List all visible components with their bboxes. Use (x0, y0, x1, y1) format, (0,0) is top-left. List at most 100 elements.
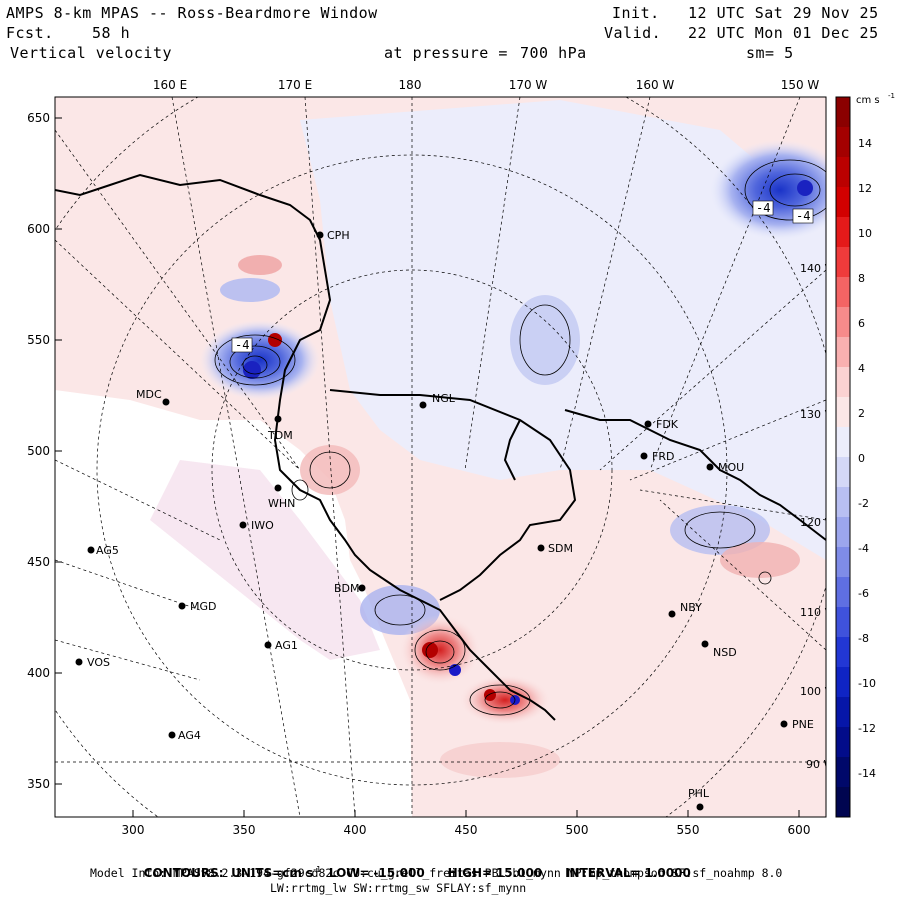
colorbar-swatch (836, 97, 850, 128)
field-descent-cell (220, 278, 280, 302)
smoothing-label: sm= 5 (746, 44, 794, 62)
svg-text:FDK: FDK (656, 418, 679, 431)
footer-contours: CONTOURS: UNITS=cm s-1 LOW= -15.000 HIGH… (136, 851, 691, 880)
colorbar-swatch (836, 517, 850, 548)
colorbar-swatch (836, 607, 850, 638)
colorbar-label: 4 (858, 362, 865, 375)
colorbar-label: 10 (858, 227, 872, 240)
colorbar-label: -10 (858, 677, 876, 690)
lon-label-right: 110 W (800, 606, 835, 619)
contours-low-label: LOW= (328, 866, 370, 880)
contour-label-group: -4 -4 -4 (231, 200, 814, 353)
colorbar-label: 12 (858, 182, 872, 195)
colorbar: cm s -1 14 12 10 8 6 4 2 0 -2 -4 -6 -8 -… (835, 92, 895, 818)
y-axis: 650 600 550 500 450 400 350 (27, 111, 62, 791)
colorbar-swatch (836, 277, 850, 308)
graticule (55, 97, 826, 817)
station-whn: WHN (268, 484, 295, 510)
colorbar-swatch (836, 187, 850, 218)
colorbar-label: -6 (858, 587, 869, 600)
svg-text:TDM: TDM (267, 429, 293, 442)
colorbar-swatch (836, 367, 850, 398)
colorbar-label: 0 (858, 452, 865, 465)
y-tick-label: 550 (27, 333, 50, 347)
strong-descent-core (449, 664, 461, 676)
lon-label-top: 180 (399, 78, 422, 92)
lon-label-top: 170 W (509, 78, 548, 92)
lon-label-right: 130 W (800, 408, 835, 421)
top-lon-labels: 160 E 170 E 180 170 W 160 W 150 W (153, 78, 820, 92)
field-ascent-cell (300, 445, 360, 495)
x-tick-label: 450 (455, 823, 478, 837)
svg-text:PNE: PNE (792, 718, 814, 731)
x-axis: 300 350 400 450 500 550 600 (122, 810, 811, 837)
contours-high-label: HIGH= (447, 866, 493, 880)
x-tick-label: 550 (677, 823, 700, 837)
init-time: 12 UTC Sat 29 Nov 25 (688, 4, 879, 22)
pressure-text: at pressure = (384, 44, 508, 62)
colorbar-label: 8 (858, 272, 865, 285)
colorbar-labels: 14 12 10 8 6 4 2 0 -2 -4 -6 -8 -10 -12 -… (858, 137, 876, 780)
contour-label: -4 (756, 201, 770, 215)
field-weak-positive-coast (150, 460, 380, 660)
field-ascent-cell (440, 742, 560, 778)
colorbar-swatch (836, 637, 850, 668)
lon-label-top: 160 W (636, 78, 675, 92)
lon-label-right: 120 W (800, 516, 835, 529)
y-tick-label: 650 (27, 111, 50, 125)
contour-label: -4 (235, 338, 249, 352)
station-ngl: NGL (419, 392, 456, 409)
right-lon-labels: 140 W 130 W 120 W 110 W 100 W 90 W (800, 262, 835, 771)
y-tick-label: 450 (27, 555, 50, 569)
svg-text:MOU: MOU (718, 461, 744, 474)
y-tick-label: 500 (27, 444, 50, 458)
svg-text:MGD: MGD (190, 600, 217, 613)
field-ascent-cell (720, 542, 800, 578)
field-descent-cell (200, 320, 320, 400)
init-label: Init. (612, 4, 660, 22)
colorbar-swatch (836, 457, 850, 488)
svg-text:AG5: AG5 (96, 544, 119, 557)
stations: CPH MDC TDM WHN IWO AG5 MGD AG1 VOS AG4 … (75, 229, 814, 811)
colorbar-swatch (836, 787, 850, 818)
station-nsd: NSD (701, 640, 737, 659)
station-ag1: AG1 (264, 639, 298, 652)
colorbar-swatch (836, 697, 850, 728)
field-name: Vertical velocity (10, 44, 173, 62)
colorbar-swatch (836, 757, 850, 788)
x-tick-label: 600 (788, 823, 811, 837)
colorbar-label: -14 (858, 767, 876, 780)
colorbar-swatch (836, 667, 850, 698)
strong-descent-core (243, 361, 261, 379)
colorbar-swatch (836, 577, 850, 608)
svg-text:VOS: VOS (87, 656, 110, 669)
station-ag5: AG5 (87, 544, 119, 557)
y-tick-label: 400 (27, 666, 50, 680)
svg-text:AG4: AG4 (178, 729, 201, 742)
station-iwo: IWO (239, 519, 274, 532)
colorbar-label: -12 (858, 722, 876, 735)
contours-low: -15.000 (373, 866, 425, 880)
y-tick-label: 600 (27, 222, 50, 236)
lon-label-right: 90 W (806, 758, 834, 771)
contours-interval-label: INTERVAL= (565, 866, 641, 880)
colorbar-label: -4 (858, 542, 869, 555)
svg-text:WHN: WHN (268, 497, 295, 510)
svg-text:AG1: AG1 (275, 639, 298, 652)
lon-label-top: 150 W (781, 78, 820, 92)
svg-text:SDM: SDM (548, 542, 573, 555)
svg-text:NBY: NBY (680, 601, 702, 614)
colorbar-swatch (836, 247, 850, 278)
colorbar-swatch (836, 487, 850, 518)
contour-lines (214, 159, 826, 716)
svg-text:IWO: IWO (251, 519, 274, 532)
colorbar-frame (835, 96, 851, 818)
svg-text:BDM: BDM (334, 582, 360, 595)
station-cph: CPH (316, 229, 350, 242)
colorbar-swatch (836, 157, 850, 188)
plot-area: -4 -4 -4 CPH MDC TDM WHN IWO AG5 MGD AG1… (55, 97, 835, 817)
valid-label: Valid. (604, 24, 662, 42)
station-fdk: FDK (644, 418, 679, 431)
station-mou: MOU (706, 461, 744, 474)
colorbar-swatch (836, 427, 850, 458)
